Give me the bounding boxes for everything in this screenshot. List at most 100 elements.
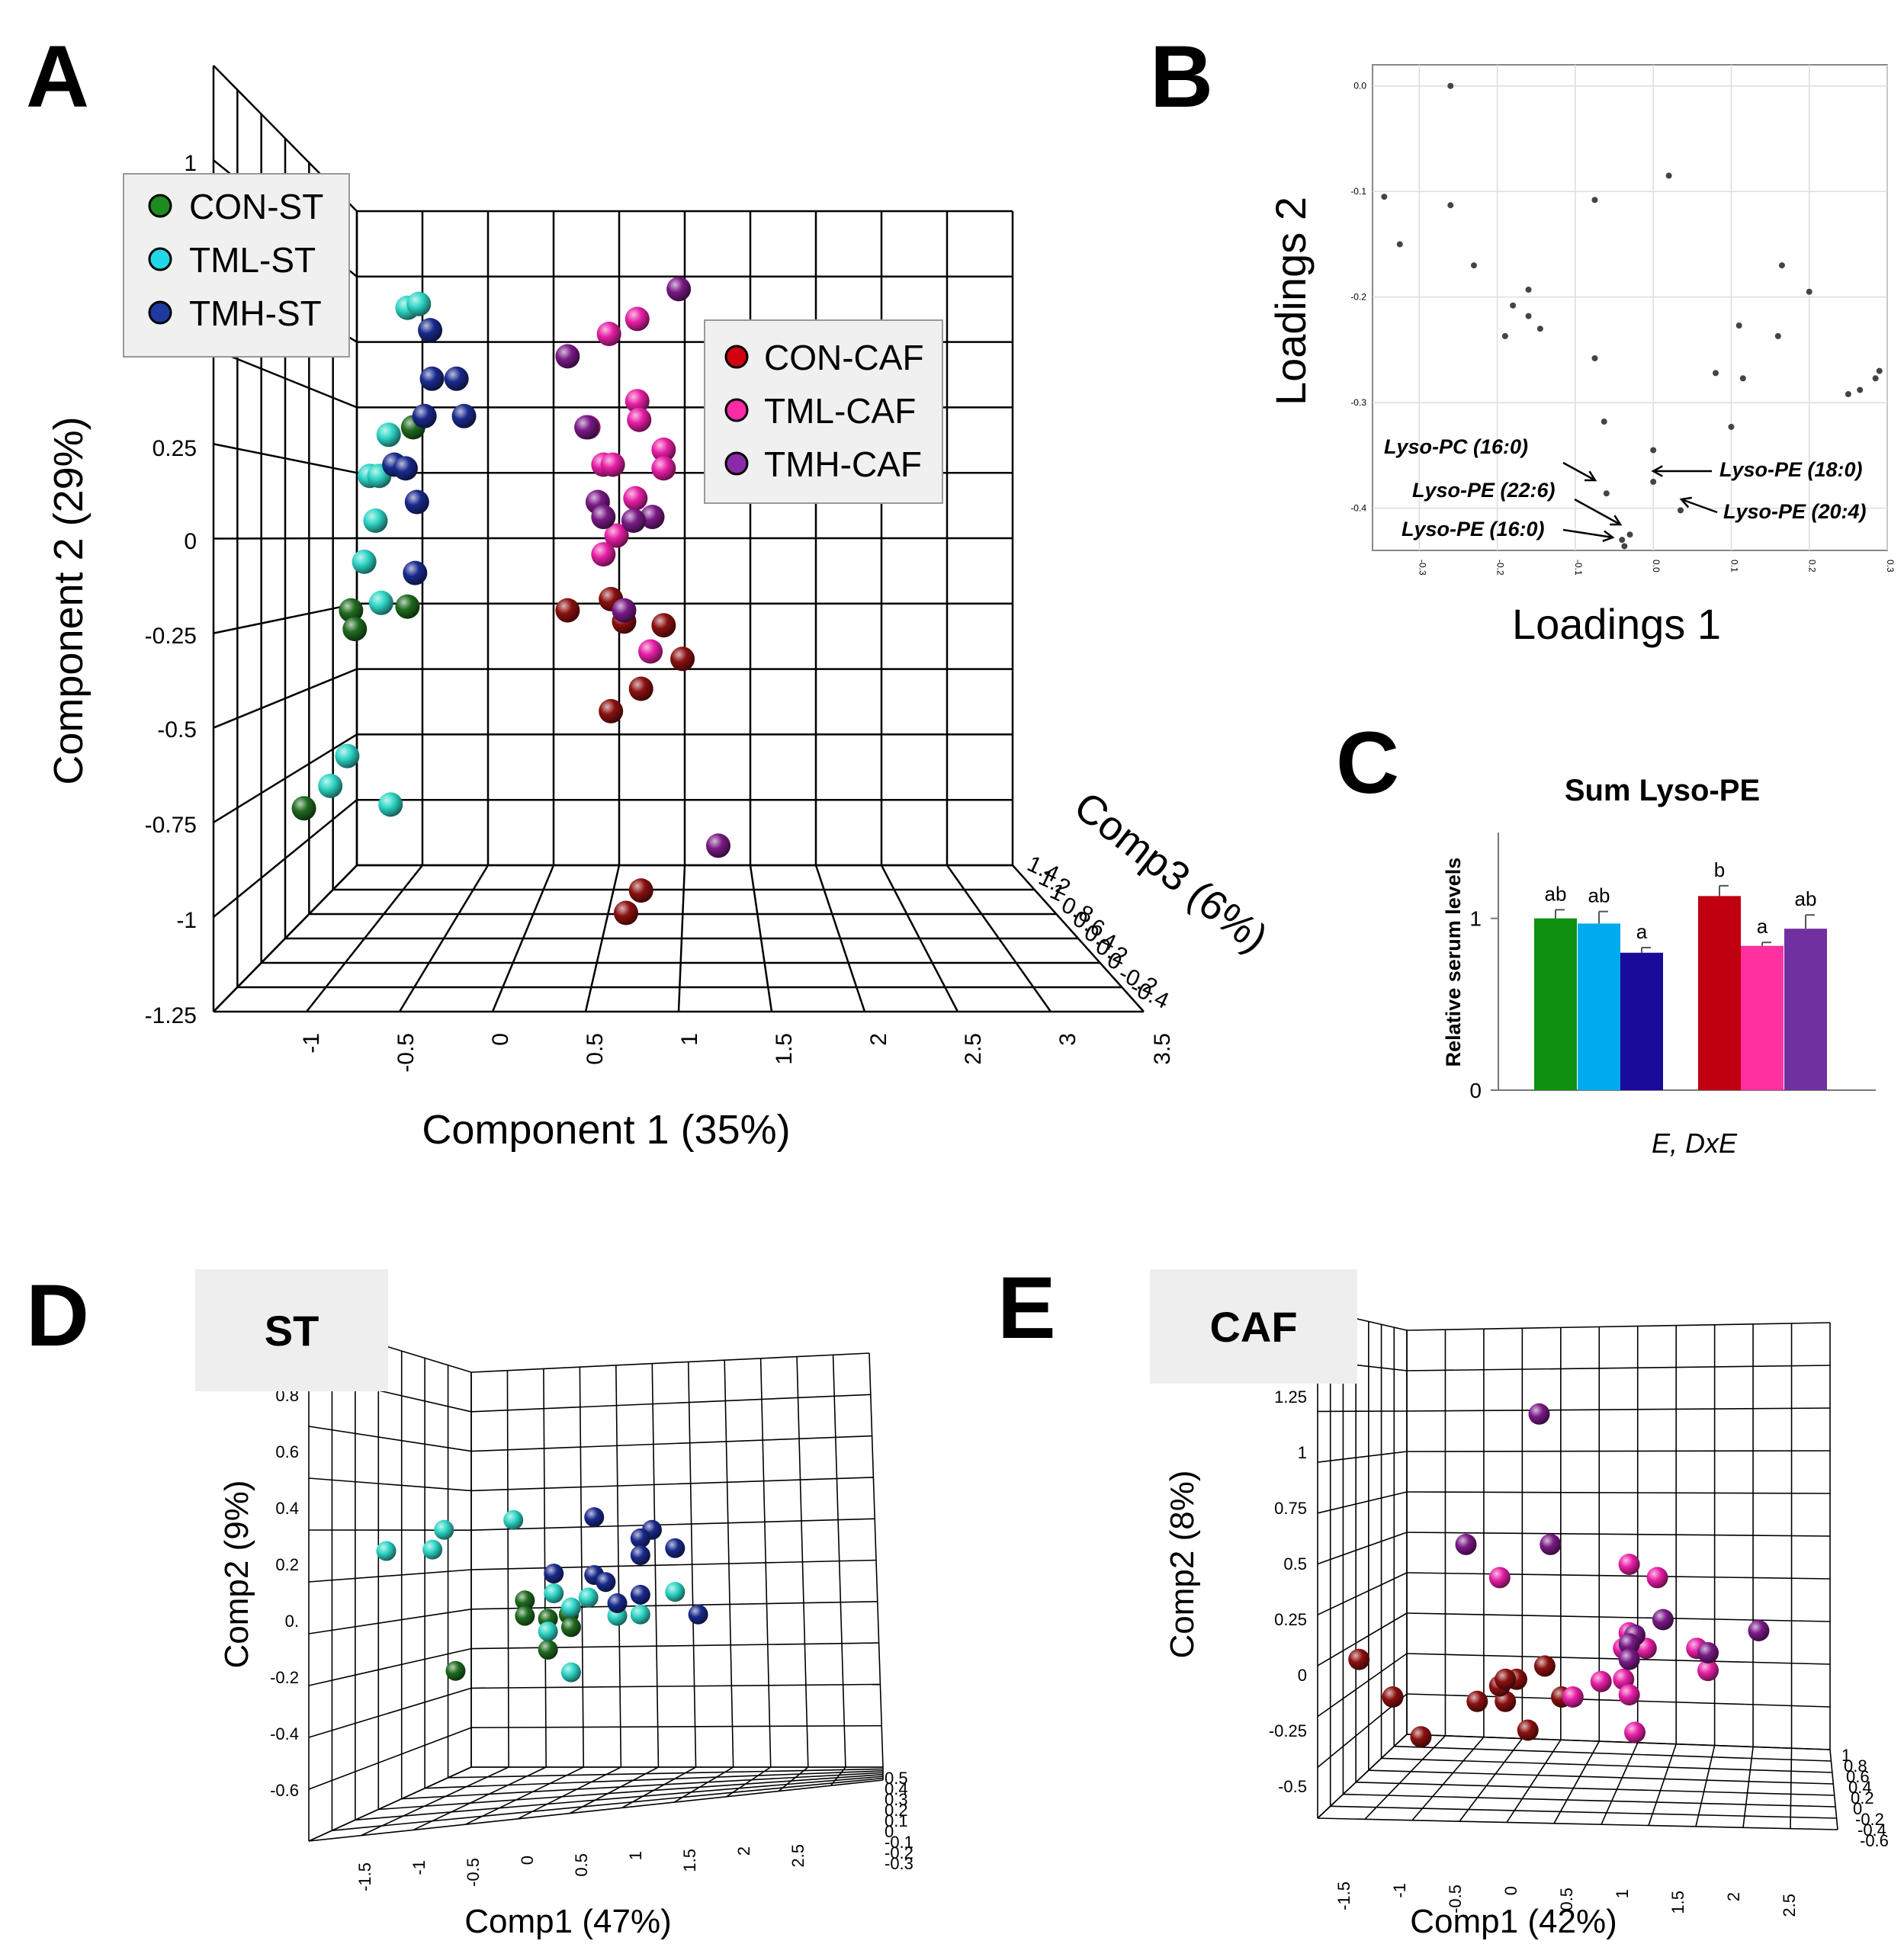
data-point [434, 1519, 454, 1540]
data-point [318, 773, 343, 798]
plot-area [1372, 64, 1888, 551]
loading-point [1845, 391, 1851, 398]
y-tick-label: 1 [1298, 1443, 1307, 1462]
arrow-head [1602, 530, 1615, 542]
y-tick-label: -0.5 [1278, 1777, 1307, 1796]
x-tick-label: 0 [518, 1856, 537, 1865]
x-tick-label: 0.3 [1885, 560, 1896, 573]
z-tick-label: 0 [885, 1822, 894, 1841]
floor-hline [1394, 1745, 1832, 1762]
x-tick-label: -1.5 [355, 1862, 374, 1891]
floor-vline [584, 865, 621, 1012]
floor-hline [1406, 1734, 1831, 1750]
back-wall-hline [1406, 1612, 1831, 1622]
data-point [665, 1538, 686, 1558]
bar [1741, 945, 1784, 1090]
loading-point [1621, 543, 1628, 550]
back-wall-hline [1406, 1532, 1831, 1537]
data-point [352, 549, 377, 574]
x-tick-label: 2.5 [788, 1844, 808, 1868]
data-point [666, 277, 692, 302]
y-tick-label: -0.25 [145, 624, 197, 649]
data-point [628, 676, 653, 701]
back-wall-hline [470, 1518, 875, 1531]
data-point [578, 1587, 599, 1608]
back-wall-hline [470, 1394, 871, 1413]
y-axis-label: Component 2 (29%) [46, 416, 92, 784]
panel-e-3d-scatter: 1.25 1 0.75 0.5 0.25 0 -0.25 -0.5 -1.5 -1 -0.5 0 0.5… [1150, 1269, 1889, 1940]
x-axis-label: Comp1 (47%) [464, 1903, 671, 1940]
data-point [1748, 1620, 1770, 1641]
x-tick-label: 1.5 [1668, 1891, 1687, 1914]
y-tick-label: 1 [184, 151, 197, 176]
z-tick-label: 0.8 [1844, 1756, 1867, 1776]
data-point [515, 1606, 535, 1626]
data-point [1528, 1403, 1550, 1425]
data-point [1410, 1726, 1432, 1748]
panel-b-loadings-plot: -0.3 -0.2 -0.1 0.0 0.1 0.2 0.3 0.0 -0.1 -0.2 -0.3 -… [1267, 64, 1896, 648]
y-tick-label: 0.2 [275, 1555, 299, 1574]
data-point [342, 617, 368, 642]
z-tick-label: 0.1 [885, 1811, 908, 1830]
group-label: ST [265, 1307, 319, 1355]
x-tick-label: 2 [734, 1846, 753, 1856]
group-label: CAF [1209, 1303, 1297, 1351]
z-tick-label: -0.1 [885, 1833, 913, 1852]
legend-marker [148, 194, 172, 218]
y-tick-label: 0.75 [1274, 1499, 1307, 1518]
data-point [393, 456, 418, 481]
floor-hline [1330, 1805, 1837, 1819]
panel-label-d: D [26, 1267, 89, 1365]
legend-label: TML-ST [189, 240, 316, 280]
data-point [584, 1507, 605, 1528]
data-point [607, 1593, 628, 1613]
x-tick-label: -0.3 [1417, 560, 1427, 576]
data-point [404, 489, 429, 515]
floor-vline [946, 865, 1052, 1012]
loading-point [1470, 262, 1477, 269]
left-wall-hline [213, 668, 358, 729]
data-point [291, 796, 316, 821]
significance-letter: ab [1588, 884, 1610, 907]
loading-point [1739, 375, 1746, 382]
z-tick-label: 1 [1841, 1746, 1851, 1765]
x-tick-label: 0.1 [1729, 560, 1739, 573]
floor-vline [306, 865, 423, 1012]
legend-st: CON-ST TML-ST TMH-ST [123, 173, 350, 358]
y-tick-label: -0.4 [270, 1724, 299, 1743]
left-wall-hline [308, 1569, 472, 1583]
z-tick-label: -0.4 [1857, 1820, 1886, 1840]
data-point [376, 422, 401, 447]
data-point [406, 291, 432, 316]
data-point [1348, 1648, 1370, 1670]
data-point [630, 1528, 650, 1548]
floor-vline [1317, 1734, 1408, 1819]
x-tick-label: -1 [299, 1033, 324, 1054]
data-point [515, 1590, 535, 1611]
loading-point [1591, 197, 1598, 204]
y-tick-label: 1 [1469, 907, 1482, 931]
group-label-box [195, 1269, 388, 1391]
left-wall-hline [1317, 1491, 1408, 1514]
floor-hline [1343, 1793, 1836, 1808]
y-tick-label: 0. [285, 1612, 299, 1631]
x-tick-label: 2.5 [961, 1033, 986, 1065]
annotation-arrow [1681, 498, 1718, 514]
back-wall-hline [470, 1435, 872, 1452]
annotation-arrow [1574, 498, 1621, 526]
x-tick-label: 3 [1055, 1033, 1080, 1046]
y-axis-label: Comp2 (8%) [1164, 1471, 1201, 1659]
loading-point [1677, 507, 1684, 514]
data-point [555, 344, 580, 369]
floor-vline [361, 1766, 509, 1836]
floor-vline [413, 1766, 547, 1831]
data-point [445, 1660, 466, 1681]
panel-d-3d-scatter: 0.80.60.40.20.-0.2-0.4-0.6-1.5 -1 -0.5 0 0.5… [195, 1269, 913, 1940]
significance-letter: a [1636, 920, 1648, 943]
bar [1578, 923, 1620, 1090]
legend-marker [724, 345, 749, 369]
floor-vline [749, 865, 773, 1012]
left-wall-hline [213, 799, 358, 918]
